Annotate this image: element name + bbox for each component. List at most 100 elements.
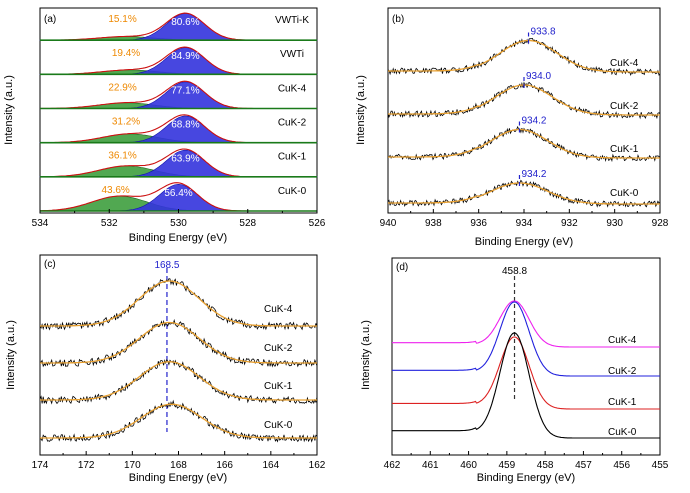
panel-d-tick-label: 462 xyxy=(384,460,401,471)
panel-a-sample-label: VWTi xyxy=(280,49,304,60)
panel-b-sample-label: CuK-2 xyxy=(610,101,639,112)
panel-a-y-axis-label: Intensity (a.u.) xyxy=(3,75,15,145)
panel-b-tick-label: 936 xyxy=(470,218,487,229)
panel-b-tick-label: 934 xyxy=(516,218,533,229)
panel-b-tick-label: 930 xyxy=(606,218,623,229)
panel-b-label: (b) xyxy=(392,14,404,25)
panel-a-label: (a) xyxy=(44,14,56,25)
panel-a-high-be-percent: 22.9% xyxy=(108,82,136,93)
panel-b-tick-label: 940 xyxy=(380,218,397,229)
panel-c-tick-label: 162 xyxy=(309,460,326,471)
panel-b-tick-label: 928 xyxy=(652,218,669,229)
panel-a-tick-label: 528 xyxy=(239,218,256,229)
panel-d-tick-label: 461 xyxy=(422,460,439,471)
panel-d-x-axis-label: Binding Energy (eV) xyxy=(477,472,575,484)
panel-a-tick-label: 532 xyxy=(101,218,118,229)
panel-a-low-be-percent: 80.6% xyxy=(171,17,199,28)
panel-d-label: (d) xyxy=(396,262,408,273)
panel-c-tick-label: 164 xyxy=(262,460,279,471)
panel-d-spectrum xyxy=(392,300,660,348)
panel-b-peak-label: 933.8 xyxy=(531,27,556,38)
panel-b-tick-label: 938 xyxy=(425,218,442,229)
panel-c-sample-label: CuK-2 xyxy=(264,343,293,354)
panel-d-sample-label: CuK-1 xyxy=(608,397,637,408)
panel-c-sample-label: CuK-1 xyxy=(264,381,293,392)
panel-c-sample-label: CuK-0 xyxy=(264,420,293,431)
panel-b-x-axis-label: Binding Energy (eV) xyxy=(475,236,573,248)
panel-b-sample-label: CuK-1 xyxy=(610,144,639,155)
panel-c-tick-label: 174 xyxy=(32,460,49,471)
panel-b-fit-curve xyxy=(388,182,660,205)
panel-d-sample-label: CuK-0 xyxy=(608,427,637,438)
panel-b-plot: 933.8 CuK-4 934.0 CuK-2 934.2 CuK-1 934.2 CuK-0 xyxy=(387,27,661,208)
panel-d-sample-label: CuK-4 xyxy=(608,335,637,346)
panel-a-high-be-percent: 19.4% xyxy=(112,48,140,59)
panel-c-tick-label: 172 xyxy=(78,460,95,471)
panel-b-peak-label: 934.0 xyxy=(526,71,551,82)
panel-a-x-ticks: 534 532 530 528 526 xyxy=(32,209,326,229)
panel-d-tick-label: 455 xyxy=(652,460,669,471)
panel-d-spectrum xyxy=(392,301,660,377)
panel-d-tick-label: 458 xyxy=(537,460,554,471)
panel-c-peak-label: 168.5 xyxy=(154,260,179,271)
panel-a-sample-label: CuK-4 xyxy=(278,83,307,94)
panel-c-sample-label: CuK-4 xyxy=(264,304,293,315)
panel-a-sample-label: CuK-1 xyxy=(278,152,307,163)
panel-d-spectrum xyxy=(392,332,660,439)
panel-a-plot: 15.1% 80.6% VWTi-K 19.4% 84.9% VWTi 22.9% 77.1%… xyxy=(39,12,318,212)
panel-c-label: (c) xyxy=(44,259,56,270)
panel-a-high-be-percent: 36.1% xyxy=(108,151,136,162)
panel-a-high-be-percent: 31.2% xyxy=(112,117,140,128)
panel-c-x-axis-label: Binding Energy (eV) xyxy=(129,472,227,484)
panel-b-y-axis-label: Intensity (a.u.) xyxy=(355,75,367,145)
panel-a-sample-label: CuK-0 xyxy=(278,186,307,197)
panel-d-tick-label: 456 xyxy=(613,460,630,471)
panel-b-peak-label: 934.2 xyxy=(521,169,546,180)
panel-d-sample-label: CuK-2 xyxy=(608,366,637,377)
panel-a-low-be-percent: 56.4% xyxy=(164,188,192,199)
panel-c-tick-label: 170 xyxy=(124,460,141,471)
panel-a-high-be-percent: 43.6% xyxy=(101,185,129,196)
panel-b-raw-spectrum xyxy=(387,125,661,163)
panel-b-sample-label: CuK-0 xyxy=(610,188,639,199)
panel-a-sample-label: VWTi-K xyxy=(275,15,309,26)
panel-c-plot: 168.5 CuK-4 CuK-2 CuK-1 CuK-0 xyxy=(39,260,318,443)
panel-a: (a) 15.1% 80.6% VWTi-K 19.4% 84.9% VWTi 22.9% 7… xyxy=(3,7,326,244)
panel-a-low-be-percent: 84.9% xyxy=(171,51,199,62)
panel-c-fit-curve xyxy=(40,321,317,364)
panel-c-x-ticks: 174 172 170 168 166 164 162 xyxy=(32,451,326,471)
panel-d-peak-label: 458.8 xyxy=(502,266,527,277)
panel-b-fit-curve xyxy=(388,39,660,73)
panel-b-raw-spectrum xyxy=(387,37,661,77)
panel-c-fit-curve xyxy=(40,403,317,439)
panel-c-y-axis-label: Intensity (a.u.) xyxy=(5,320,17,390)
panel-c-fit-curve xyxy=(40,361,317,401)
panel-d-spectrum xyxy=(392,336,660,410)
panel-d-plot: 458.8 CuK-4 CuK-2 CuK-1 CuK-0 xyxy=(392,266,660,439)
panel-a-low-be-percent: 63.9% xyxy=(171,154,199,165)
panel-d-tick-label: 460 xyxy=(460,460,477,471)
panel-b-x-ticks: 940 938 936 934 932 930 928 xyxy=(380,209,669,229)
panel-d-tick-label: 459 xyxy=(499,460,516,471)
panel-c-tick-label: 168 xyxy=(170,460,187,471)
panel-b-tick-label: 932 xyxy=(561,218,578,229)
panel-d-y-axis-label: Intensity (a.u.) xyxy=(360,320,372,390)
panel-b-fit-curve xyxy=(388,128,660,159)
panel-b: (b) 933.8 CuK-4 934.0 CuK-2 934.2 CuK-1 934.2 C… xyxy=(355,7,669,248)
panel-d-x-ticks: 462 461 460 459 458 457 456 455 xyxy=(384,451,669,471)
panel-a-low-be-percent: 68.8% xyxy=(171,120,199,131)
panel-a-x-axis-label: Binding Energy (eV) xyxy=(129,232,227,244)
panel-d-tick-label: 457 xyxy=(575,460,592,471)
panel-a-tick-label: 530 xyxy=(170,218,187,229)
panel-c-fit-curve xyxy=(40,280,317,327)
panel-a-low-be-percent: 77.1% xyxy=(171,85,199,96)
panel-a-tick-label: 526 xyxy=(309,218,326,229)
panel-a-tick-label: 534 xyxy=(32,218,49,229)
panel-a-sample-label: CuK-2 xyxy=(278,118,307,129)
panel-c-tick-label: 166 xyxy=(216,460,233,471)
panel-a-high-be-percent: 15.1% xyxy=(108,14,136,25)
